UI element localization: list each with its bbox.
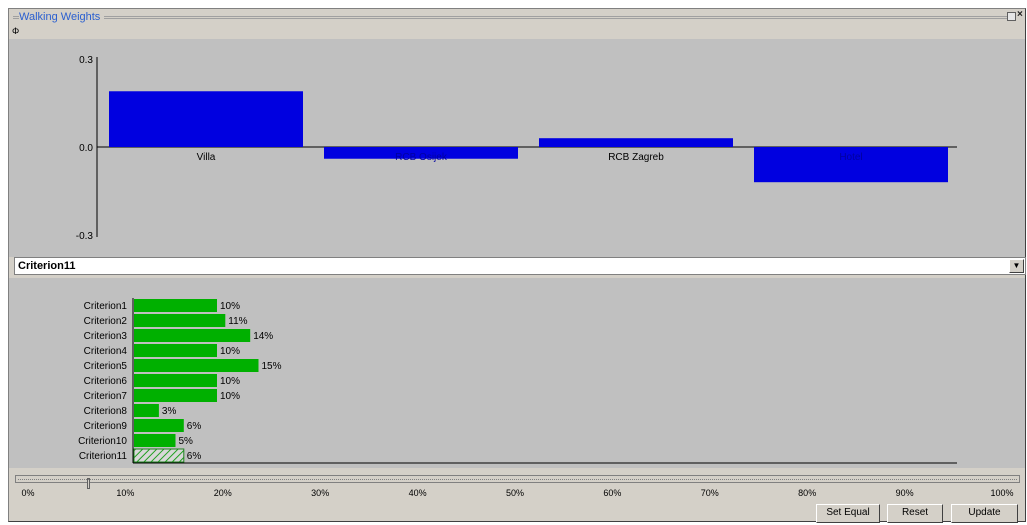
reset-button[interactable]: Reset	[887, 504, 943, 523]
set-equal-button[interactable]: Set Equal	[816, 504, 880, 523]
slider-tick-label: 30%	[311, 488, 330, 498]
window-title: Walking Weights	[19, 11, 105, 23]
walking-weights-window: Walking Weights × Φ 0.3 0.0 -0.3 Villa RCB O…	[8, 8, 1026, 523]
criterion-bar	[134, 299, 217, 312]
criterion-dropdown[interactable]: Criterion11 ▼	[14, 257, 1026, 275]
slider-tick-label: 70%	[700, 488, 719, 498]
criterion-label: Criterion1	[84, 301, 128, 312]
slider-tick-label: 50%	[505, 488, 525, 498]
title-bar: Walking Weights ×	[9, 9, 1025, 25]
criterion-bar	[134, 389, 217, 402]
criterion-label: Criterion10	[78, 436, 127, 447]
slider-tick-label: 10%	[116, 488, 135, 498]
y-tick-label: 0.0	[79, 143, 93, 154]
weight-slider-thumb[interactable]	[87, 478, 91, 489]
slider-tick-label: 80%	[798, 488, 817, 498]
criterion-bar	[134, 359, 259, 372]
criterion-value-label: 10%	[220, 301, 240, 312]
criterion-label: Criterion6	[84, 376, 128, 387]
criterion-bar	[134, 434, 176, 447]
slider-tick-label: 0%	[21, 488, 35, 498]
criterion-bar	[134, 374, 217, 387]
title-rule	[13, 16, 1007, 17]
category-label: RCB Zagreb	[608, 152, 664, 163]
category-label: Hotel	[839, 152, 862, 163]
y-tick-label: 0.3	[79, 55, 93, 66]
criterion-value-label: 10%	[220, 376, 240, 387]
criteria-weights-chart: Criterion1 10% Criterion2 11% Criterion3 14% C…	[9, 278, 1025, 468]
criterion-value-label: 11%	[228, 316, 247, 327]
criterion-value-label: 3%	[162, 406, 177, 417]
restore-icon[interactable]	[1007, 12, 1016, 21]
criterion-label: Criterion8	[84, 406, 128, 417]
criterion-label: Criterion5	[84, 361, 128, 372]
criterion-value-label: 10%	[220, 346, 240, 357]
alternative-bar	[754, 147, 948, 183]
criterion-bar	[134, 314, 226, 327]
criterion-value-label: 6%	[187, 421, 202, 432]
category-label: RCB Osijek	[395, 152, 448, 163]
criterion-label: Criterion7	[84, 391, 128, 402]
alternative-bar	[109, 91, 303, 147]
criterion-label: Criterion3	[84, 331, 128, 342]
criteria-weights-chart-svg: Criterion1 10% Criterion2 11% Criterion3 14% C…	[78, 298, 957, 464]
slider-tick-label: 40%	[408, 488, 427, 498]
criterion-bar	[134, 404, 159, 417]
slider-tick-label: 20%	[213, 488, 232, 498]
criterion-value-label: 14%	[253, 331, 273, 342]
close-icon[interactable]: ×	[1017, 9, 1023, 20]
criterion-value-label: 15%	[262, 361, 282, 372]
criterion-dropdown-value: Criterion11	[18, 260, 76, 272]
title-rule-2	[13, 18, 1007, 19]
criterion-bar	[134, 344, 217, 357]
pin-icon[interactable]: Φ	[12, 26, 20, 36]
chevron-down-icon[interactable]: ▼	[1009, 259, 1024, 273]
criterion-value-label: 5%	[179, 436, 194, 447]
alternative-bar	[539, 138, 733, 147]
criterion-value-label: 10%	[220, 391, 240, 402]
update-button[interactable]: Update	[951, 504, 1018, 523]
criterion-label: Criterion9	[84, 421, 128, 432]
slider-tick-label: 60%	[603, 488, 622, 498]
criterion-label: Criterion4	[84, 346, 128, 357]
alternatives-chart-svg: 0.3 0.0 -0.3 Villa RCB Osijek RCB Zagreb Hotel	[76, 55, 957, 242]
y-tick-label: -0.3	[76, 231, 94, 242]
criterion-label: Criterion2	[84, 316, 128, 327]
slider-tick-label: 100%	[990, 488, 1014, 498]
criterion-bar	[134, 419, 184, 432]
criterion-bar	[134, 329, 251, 342]
weight-slider-area: 0% 10% 20% 30% 40% 50% 60% 70% 80% 90% 100%	[9, 471, 1025, 499]
criterion-bar	[133, 448, 185, 463]
alternative-bar	[324, 147, 518, 159]
slider-tick-label: 90%	[895, 488, 914, 498]
category-label: Villa	[197, 152, 216, 163]
alternatives-chart: 0.3 0.0 -0.3 Villa RCB Osijek RCB Zagreb Hotel	[9, 39, 1025, 257]
weight-slider[interactable]	[15, 475, 1020, 489]
criterion-value-label: 6%	[187, 451, 202, 462]
criterion-label: Criterion11	[79, 451, 128, 462]
